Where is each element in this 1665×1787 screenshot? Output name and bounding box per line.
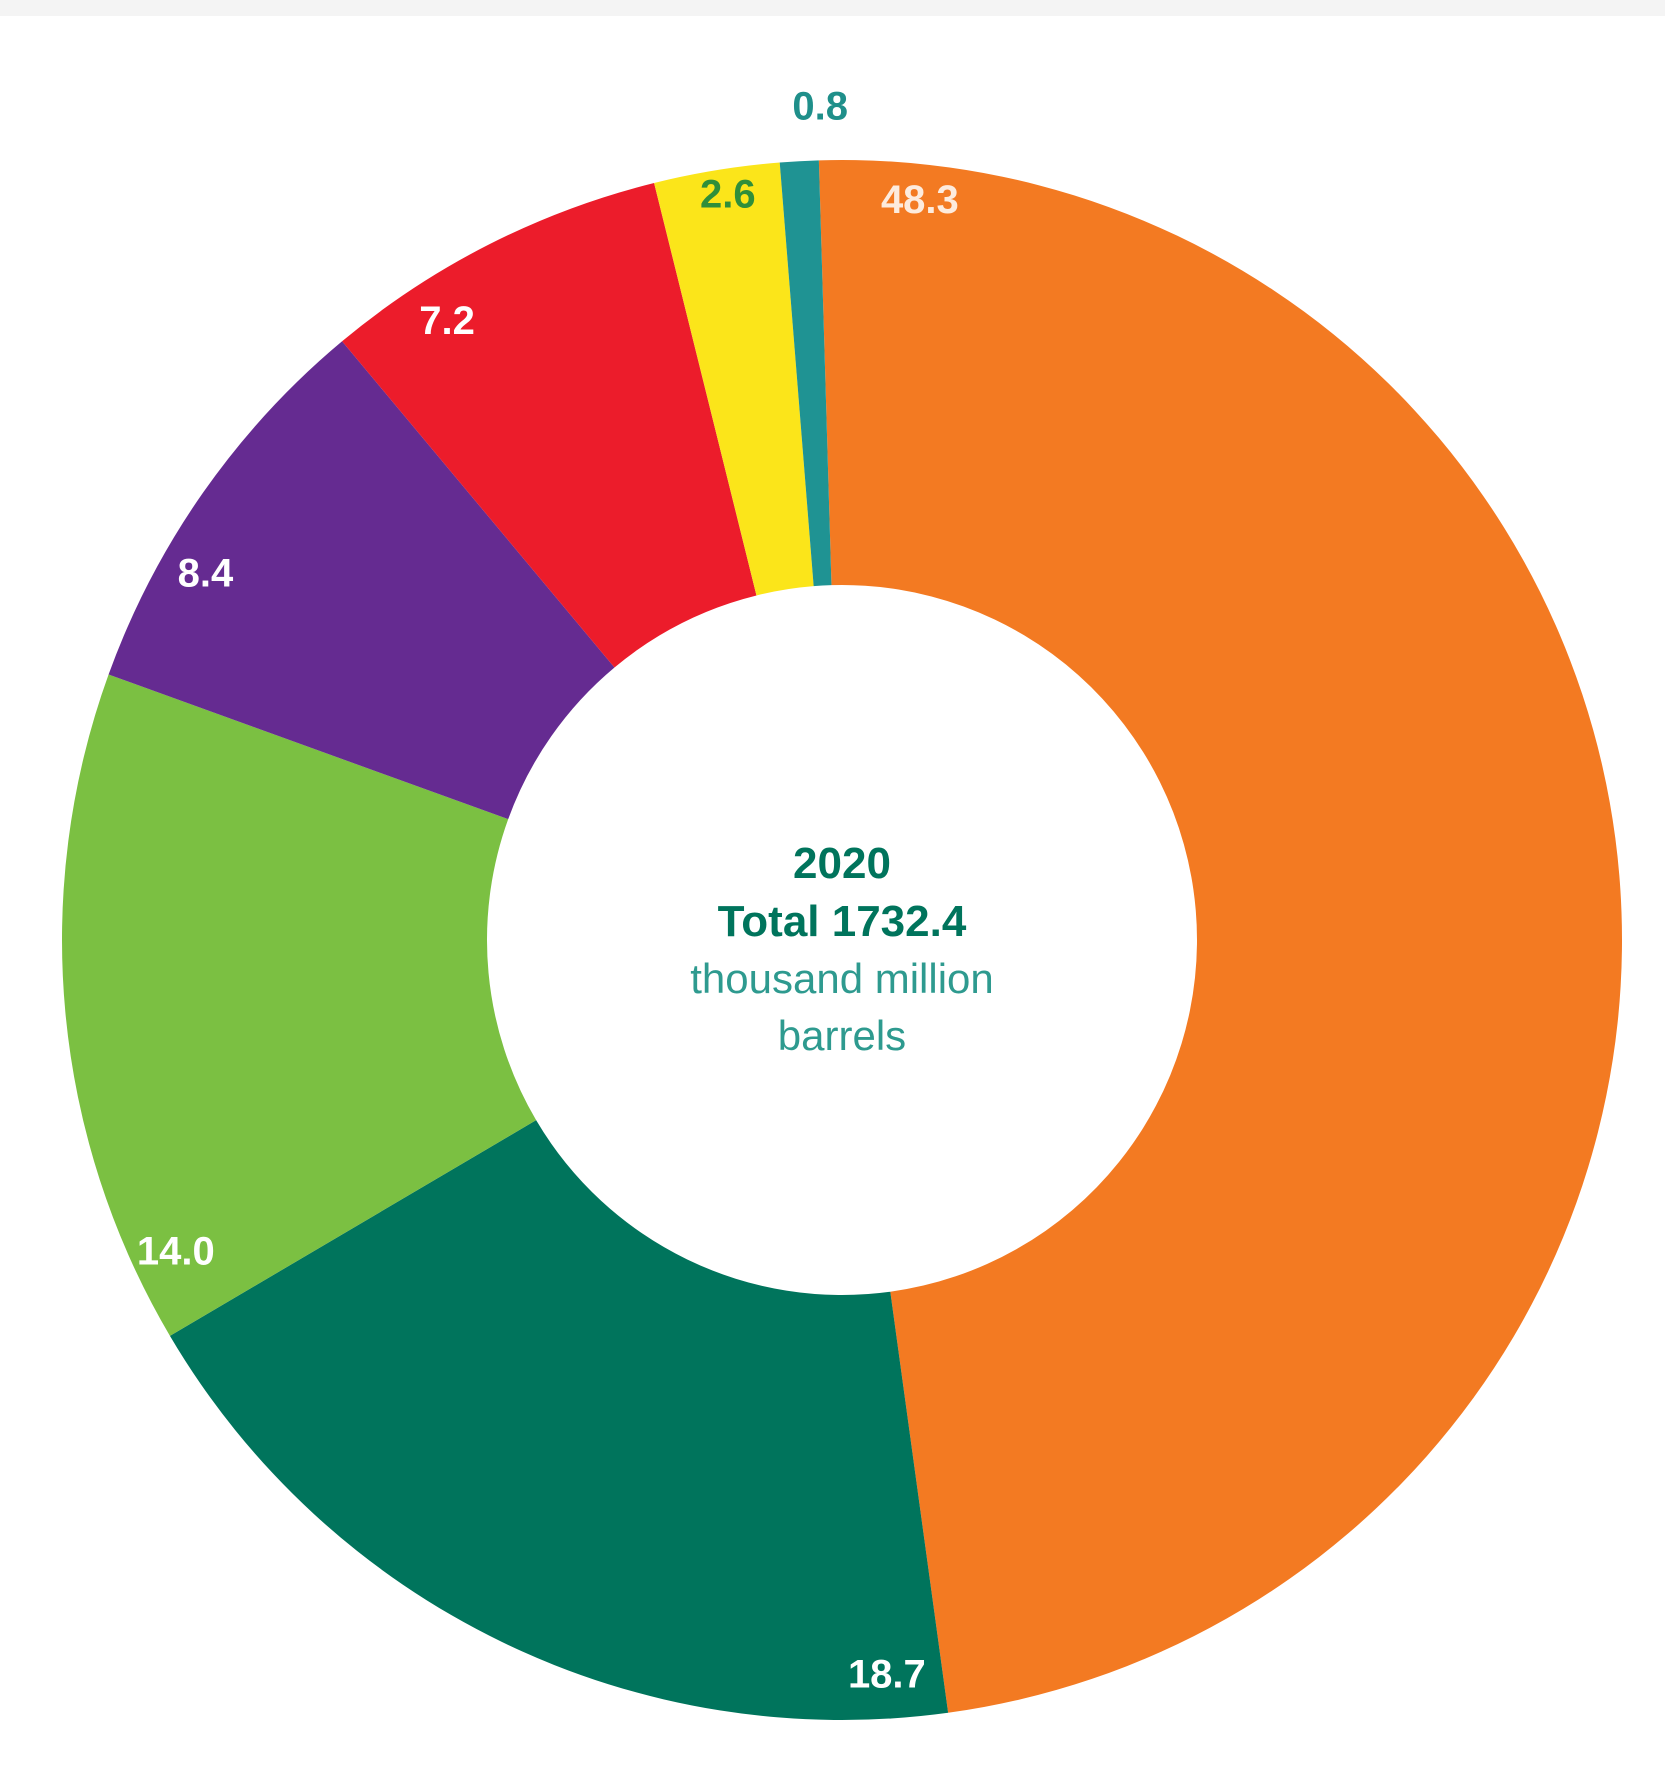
slice-value-label: 14.0: [137, 1230, 215, 1274]
donut-slice: [342, 182, 757, 668]
slice-value-label: 18.7: [848, 1653, 926, 1697]
slice-labels-group: 48.3 18.7 14.0 8.4 7.2 2.6 0.8: [137, 84, 959, 1696]
donut-slice: [169, 1120, 949, 1720]
slice-value-label: 2.6: [700, 173, 756, 217]
center-unit-line-2: barrels: [778, 1012, 906, 1059]
slice-value-label: 7.2: [419, 299, 475, 343]
chart-frame: 48.3 18.7 14.0 8.4 7.2 2.6 0.8 2020 Total 1732…: [0, 16, 1665, 1787]
donut-chart: 48.3 18.7 14.0 8.4 7.2 2.6 0.8 2020 Total 1732…: [62, 84, 1623, 1720]
center-total: Total 1732.4: [718, 897, 967, 946]
slice-value-label: 48.3: [881, 178, 959, 222]
slice-value-label: 0.8: [792, 84, 848, 128]
center-year: 2020: [793, 839, 891, 888]
donut-slice: [108, 341, 615, 820]
slices-group: [62, 159, 1623, 1720]
donut-slice: [654, 162, 814, 596]
top-strip: [0, 0, 1665, 16]
center-unit-line-1: thousand million: [690, 955, 994, 1002]
center-label-group: 2020 Total 1732.4 thousand million barre…: [690, 839, 994, 1059]
slice-value-label: 8.4: [178, 552, 234, 596]
donut-slice: [818, 159, 1623, 1713]
donut-slice: [62, 674, 537, 1336]
donut-slice: [779, 160, 832, 587]
